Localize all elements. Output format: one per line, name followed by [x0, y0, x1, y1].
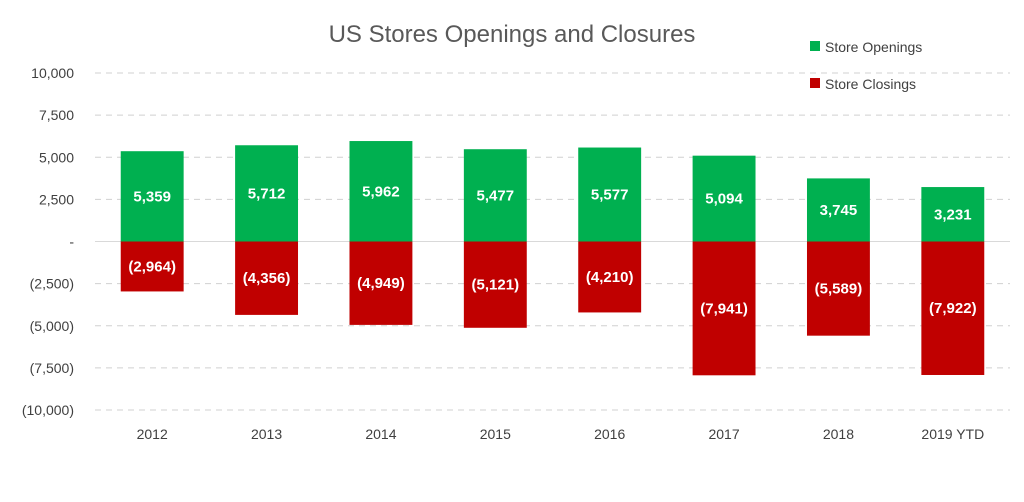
bar-store-closings	[578, 241, 642, 313]
legend-label: Store Closings	[825, 76, 916, 92]
y-tick-label: (7,500)	[30, 360, 74, 376]
bar-store-closings	[921, 241, 985, 375]
y-tick-label: 10,000	[31, 65, 74, 81]
x-tick-label: 2014	[365, 426, 396, 442]
legend-swatch	[810, 78, 820, 88]
data-label: 5,577	[591, 187, 629, 204]
data-label: (5,589)	[815, 281, 863, 298]
bar-store-closings	[349, 241, 413, 325]
legend: Store Openings Store Closings	[810, 39, 922, 92]
bar-store-openings	[578, 147, 642, 242]
data-label: (7,941)	[700, 300, 748, 317]
data-label: 5,962	[362, 183, 400, 200]
x-tick-label: 2019 YTD	[921, 426, 984, 442]
data-label: 3,745	[820, 202, 858, 219]
bar-store-closings	[463, 241, 527, 328]
x-tick-label: 2012	[137, 426, 168, 442]
x-axis-ticks: 2012 2013 2014 2015 2016 2017 2018 2019 YTD	[137, 426, 985, 442]
x-tick-label: 2015	[480, 426, 511, 442]
y-tick-label: -	[69, 234, 74, 250]
legend-label: Store Openings	[825, 39, 922, 55]
data-label: 5,094	[705, 191, 743, 208]
bar-store-openings	[921, 187, 985, 242]
x-tick-label: 2018	[823, 426, 854, 442]
y-tick-label: (10,000)	[22, 402, 74, 418]
y-tick-label: (5,000)	[30, 318, 74, 334]
bar-store-closings	[692, 241, 756, 376]
bars	[120, 141, 985, 376]
data-labels: 5,359 (2,964) 5,712 (4,356) 5,962 (4,949) 5,47…	[128, 183, 976, 317]
y-axis-ticks: 10,000 7,500 5,000 2,500 - (2,500) (5,000) (7,5…	[22, 65, 74, 418]
data-label: (7,922)	[929, 300, 977, 317]
y-tick-label: 2,500	[39, 191, 74, 207]
x-tick-label: 2013	[251, 426, 282, 442]
data-label: (4,210)	[586, 269, 634, 286]
data-label: 5,359	[133, 188, 171, 205]
gridlines	[95, 72, 1010, 411]
bar-store-closings	[120, 241, 184, 292]
y-tick-label: (2,500)	[30, 276, 74, 292]
data-label: (4,949)	[357, 275, 405, 292]
bar-store-openings	[120, 151, 184, 242]
bar-store-openings	[692, 155, 756, 242]
data-label: 5,477	[477, 187, 515, 204]
x-tick-label: 2017	[708, 426, 739, 442]
bar-store-closings	[806, 241, 870, 336]
bar-store-closings	[235, 241, 299, 315]
bar-store-openings	[463, 149, 527, 242]
y-tick-label: 5,000	[39, 149, 74, 165]
bar-store-openings	[349, 141, 413, 242]
bar-store-openings	[806, 178, 870, 242]
data-label: (5,121)	[472, 277, 520, 294]
data-label: 3,231	[934, 206, 972, 223]
y-tick-label: 7,500	[39, 107, 74, 123]
data-label: 5,712	[248, 185, 286, 202]
legend-swatch	[810, 41, 820, 51]
x-tick-label: 2016	[594, 426, 625, 442]
chart-title: US Stores Openings and Closures	[329, 21, 696, 48]
data-label: (2,964)	[128, 258, 176, 275]
bar-store-openings	[235, 145, 299, 242]
data-label: (4,356)	[243, 270, 291, 287]
